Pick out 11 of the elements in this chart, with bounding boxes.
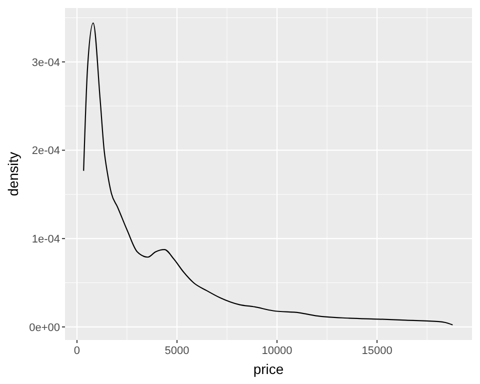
- x-axis-title: price: [253, 361, 284, 377]
- y-tick-label: 3e-04: [32, 56, 60, 69]
- x-tick-label: 10000: [262, 345, 292, 357]
- line-series: [83, 22, 454, 326]
- x-tick-label: 0: [74, 345, 80, 357]
- x-tick-label: 5000: [164, 345, 190, 357]
- y-tick-label: 0e+00: [29, 322, 60, 334]
- y-tick-label: 1e-04: [32, 234, 60, 246]
- x-tick-label: 15000: [362, 345, 392, 357]
- y-axis-title: density: [5, 152, 21, 196]
- y-tick-label: 2e-04: [32, 145, 60, 158]
